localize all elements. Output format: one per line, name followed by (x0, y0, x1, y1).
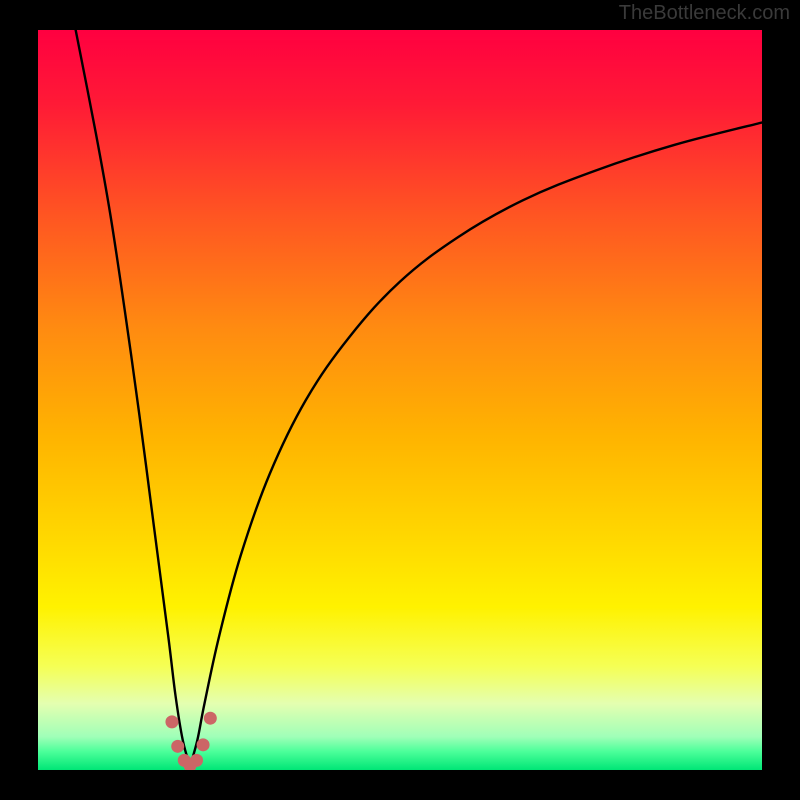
attribution-text: TheBottleneck.com (619, 2, 790, 25)
marker-dot (165, 715, 178, 728)
marker-dot (190, 754, 203, 767)
chart-container: TheBottleneck.com (0, 0, 800, 800)
marker-dot (204, 712, 217, 725)
marker-dot (171, 740, 184, 753)
marker-dot (197, 738, 210, 751)
plot-background-gradient (38, 30, 762, 770)
bottleneck-chart (0, 0, 800, 800)
